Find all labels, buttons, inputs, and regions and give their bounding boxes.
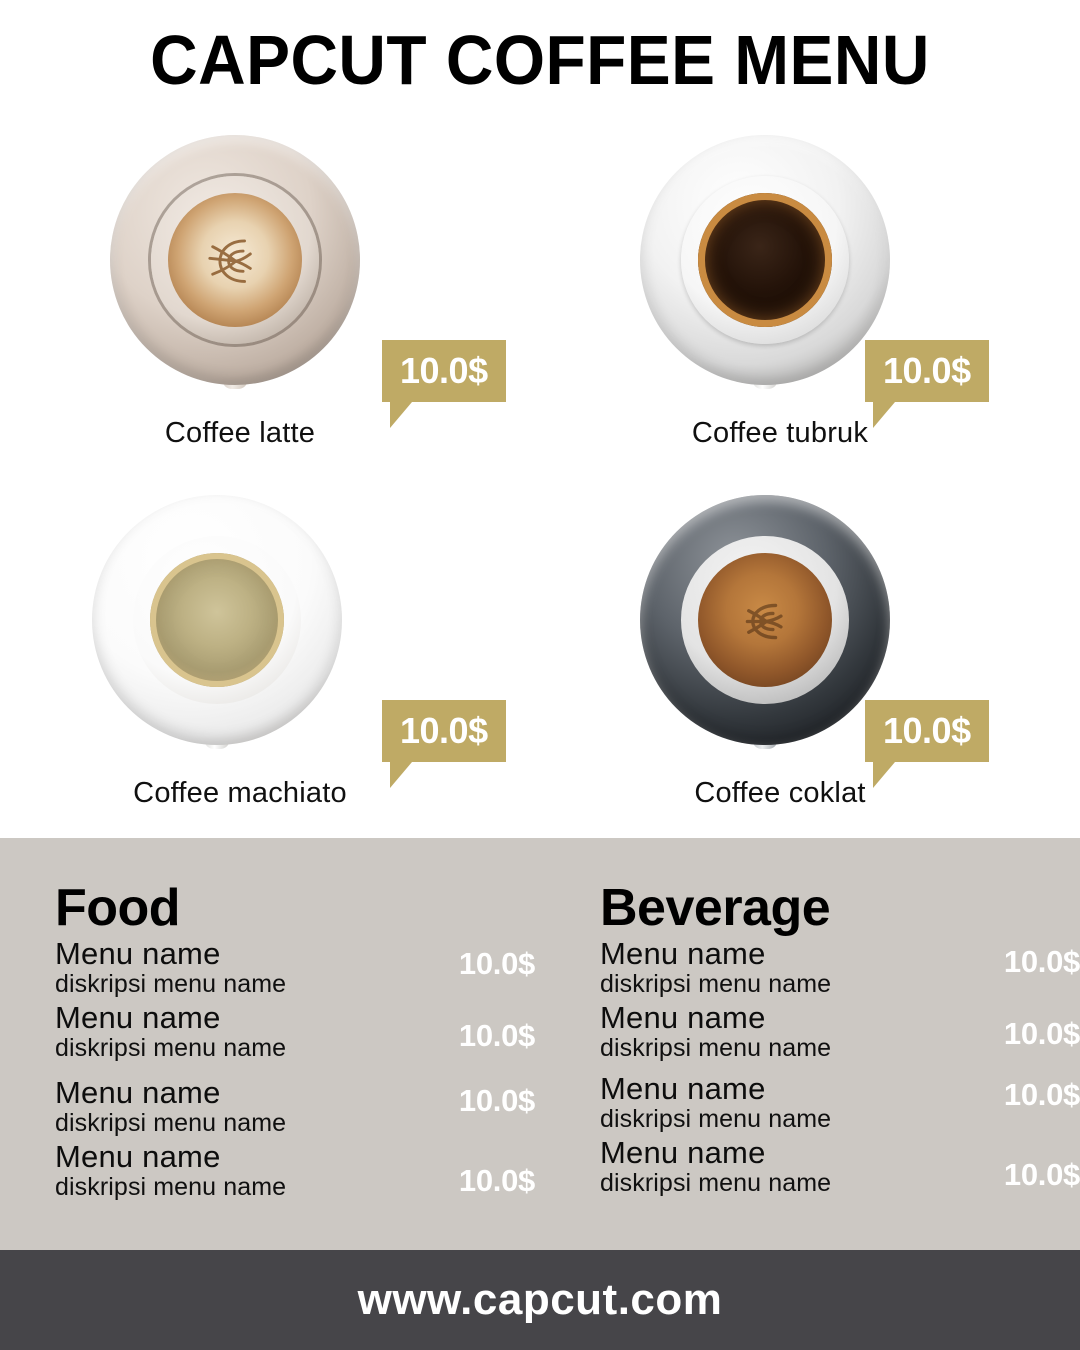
price-label: 10.0$ [400,710,488,751]
row-text: Menu name diskripsi menu name [600,1070,832,1133]
row-text: Menu name diskripsi menu name [600,1135,832,1197]
coffee-card-latte[interactable]: 10.0$ Coffee latte [30,135,510,475]
coffee-surface [168,193,302,327]
cup [681,536,849,704]
row-text: Menu name diskripsi menu name [600,936,832,998]
coffee-surface [150,553,284,687]
coffee-card-machiato[interactable]: 10.0$ Coffee machiato [30,495,510,835]
price-badge[interactable]: 10.0$ [865,340,989,428]
black-coffee-cup-icon [640,135,890,389]
row-description: diskripsi menu name [55,969,287,998]
coffee-grid: 10.0$ Coffee latte 10.0$ Coffee tubruk [0,135,1080,835]
price-badge[interactable]: 10.0$ [865,700,989,788]
row-price: 10.0$ [1003,944,1080,979]
row-price: 10.0$ [1003,1076,1080,1112]
beverage-heading: Beverage [600,879,831,937]
row-name: Menu name [55,936,221,971]
row-description: diskripsi menu name [600,1168,832,1197]
item-name-label: Coffee tubruk [691,417,869,449]
row-price: 10.0$ [1003,1157,1080,1193]
footer-bar: www.capcut.com [0,1250,1080,1350]
badge-tail [873,762,895,788]
food-heading: Food [55,879,181,937]
row-text: Menu name diskripsi menu name [55,936,287,998]
row-price: 10.0$ [458,1163,535,1199]
row-description: diskripsi menu name [600,1034,832,1063]
latte-art-icon [208,239,253,284]
list-item[interactable]: Menu name diskripsi menu name 10.0$ [55,936,535,998]
cup [151,176,319,344]
food-rows: Menu name diskripsi menu name 10.0$ Menu… [55,936,535,1201]
page-title: CAPCUT COFFEE MENU [150,21,930,99]
machiato-cup-icon [92,495,342,749]
latte-cup-icon [110,135,360,389]
row-name: Menu name [55,1074,221,1110]
row-price: 10.0$ [458,1082,535,1118]
list-item[interactable]: Menu name diskripsi menu name 10.0$ [600,1070,1080,1133]
chocolate-coffee-cup-icon [640,495,890,749]
row-price: 10.0$ [1003,1016,1080,1052]
website-url[interactable]: www.capcut.com [357,1275,723,1324]
row-description: diskripsi menu name [55,1172,287,1201]
beverage-rows: Menu name diskripsi menu name 10.0$ Menu… [600,936,1080,1197]
item-name-label: Coffee machiato [133,777,347,809]
coffee-card-coklat[interactable]: 10.0$ Coffee coklat [560,495,1040,835]
row-description: diskripsi menu name [55,1108,287,1137]
price-badge[interactable]: 10.0$ [382,700,506,788]
price-badge[interactable]: 10.0$ [382,340,506,428]
row-price: 10.0$ [458,946,535,981]
row-name: Menu name [600,1135,766,1171]
price-label: 10.0$ [883,350,971,391]
badge-tail [390,402,412,428]
row-description: diskripsi menu name [600,1104,832,1133]
row-text: Menu name diskripsi menu name [55,1139,287,1201]
list-item[interactable]: Menu name diskripsi menu name 10.0$ [600,1000,1080,1063]
price-label: 10.0$ [883,710,971,751]
row-name: Menu name [55,1139,221,1175]
row-text: Menu name diskripsi menu name [600,1000,832,1063]
row-text: Menu name diskripsi menu name [55,1074,287,1137]
item-name-label: Coffee coklat [694,777,866,809]
cup [681,176,849,344]
list-item[interactable]: Menu name diskripsi menu name 10.0$ [600,1135,1080,1197]
list-item[interactable]: Menu name diskripsi menu name 10.0$ [600,936,1080,998]
beverage-column: Beverage Menu name diskripsi menu name 1… [600,838,1080,1201]
list-item[interactable]: Menu name diskripsi menu name 10.0$ [55,1139,535,1201]
food-column: Food Menu name diskripsi menu name 10.0$… [55,838,535,1205]
row-text: Menu name diskripsi menu name [55,1000,287,1063]
cup [133,536,301,704]
list-item[interactable]: Menu name diskripsi menu name 10.0$ [55,1000,535,1063]
coffee-surface [698,193,832,327]
price-label: 10.0$ [400,350,488,391]
row-description: diskripsi menu name [600,969,832,998]
row-price: 10.0$ [458,1018,535,1054]
row-name: Menu name [600,1000,766,1036]
item-name-label: Coffee latte [164,417,316,449]
row-name: Menu name [55,1000,221,1036]
coffee-surface [698,553,832,687]
row-description: diskripsi menu name [55,1034,287,1063]
coffee-card-tubruk[interactable]: 10.0$ Coffee tubruk [560,135,1040,475]
badge-tail [873,402,895,428]
row-name: Menu name [600,1070,766,1106]
badge-tail [390,762,412,788]
row-name: Menu name [600,936,766,971]
cocoa-art-icon [745,603,783,640]
list-item[interactable]: Menu name diskripsi menu name 10.0$ [55,1074,535,1137]
menu-lists-panel: Food Menu name diskripsi menu name 10.0$… [0,838,1080,1250]
